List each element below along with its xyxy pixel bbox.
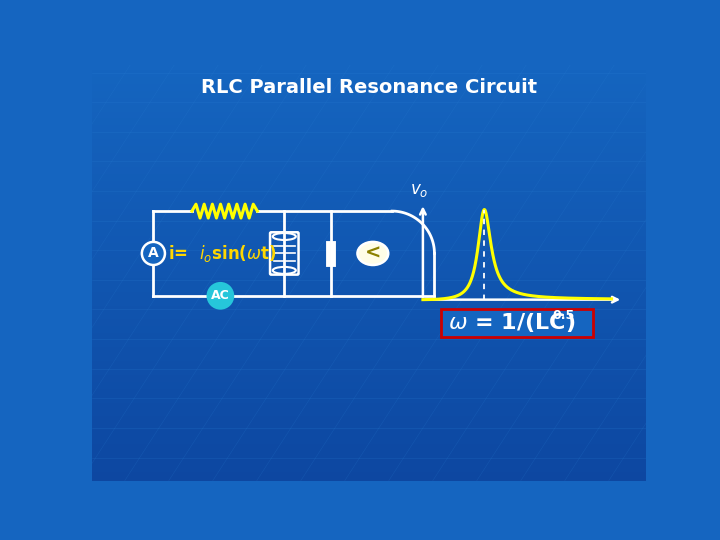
Text: $v_o$: $v_o$: [410, 181, 428, 199]
Bar: [92, 99, 647, 106]
Bar: [92, 376, 647, 383]
Bar: [92, 210, 647, 217]
Bar: [92, 258, 647, 266]
Bar: [92, 161, 647, 168]
Bar: [92, 473, 647, 481]
Bar: [92, 202, 647, 211]
Circle shape: [142, 242, 165, 265]
Bar: [92, 112, 647, 120]
Text: AC: AC: [211, 289, 230, 302]
Text: <: <: [364, 244, 381, 263]
Bar: [92, 286, 647, 294]
Bar: [92, 92, 647, 99]
Bar: [92, 320, 647, 328]
Bar: [92, 300, 647, 307]
Bar: [92, 85, 647, 92]
Bar: [92, 126, 647, 134]
Bar: [92, 195, 647, 204]
Bar: [92, 314, 647, 321]
Text: RLC Parallel Resonance Circuit: RLC Parallel Resonance Circuit: [201, 78, 537, 97]
Bar: [92, 466, 647, 474]
Bar: [92, 424, 647, 432]
Bar: [92, 251, 647, 259]
Bar: [92, 431, 647, 439]
Bar: [92, 231, 647, 238]
Bar: [92, 119, 647, 127]
Bar: [92, 327, 647, 335]
Bar: [92, 168, 647, 176]
Bar: [92, 265, 647, 273]
Bar: [92, 154, 647, 162]
Bar: [92, 410, 647, 418]
Bar: [92, 147, 647, 155]
Bar: [92, 106, 647, 113]
Bar: [92, 390, 647, 397]
Bar: [92, 362, 647, 370]
Bar: [92, 217, 647, 224]
Bar: [92, 272, 647, 280]
Bar: [92, 224, 647, 231]
FancyBboxPatch shape: [441, 309, 593, 336]
Bar: [92, 71, 647, 79]
Bar: [92, 403, 647, 411]
Bar: [92, 237, 647, 245]
Text: $\omega$ = 1/(LC): $\omega$ = 1/(LC): [449, 311, 575, 334]
Bar: [92, 369, 647, 377]
Bar: [92, 417, 647, 425]
Bar: [92, 279, 647, 287]
Bar: [92, 459, 647, 467]
Bar: [92, 133, 647, 141]
Bar: [92, 397, 647, 404]
Bar: [92, 140, 647, 148]
Bar: [92, 348, 647, 356]
Bar: [92, 64, 647, 72]
Bar: [92, 452, 647, 460]
Text: i=  $i_o$sin($\omega$t): i= $i_o$sin($\omega$t): [168, 243, 276, 264]
Bar: [92, 189, 647, 197]
Circle shape: [207, 282, 234, 309]
Bar: [92, 341, 647, 349]
Bar: [92, 438, 647, 446]
Bar: [92, 293, 647, 300]
Bar: [92, 182, 647, 190]
Bar: [92, 445, 647, 453]
Bar: [92, 383, 647, 390]
Bar: [92, 244, 647, 252]
Bar: [92, 307, 647, 314]
Text: A: A: [148, 246, 159, 260]
Text: 0.5: 0.5: [552, 309, 575, 322]
Bar: [92, 175, 647, 183]
Bar: [92, 78, 647, 85]
Bar: [92, 334, 647, 342]
Bar: [92, 355, 647, 363]
Ellipse shape: [357, 242, 388, 265]
